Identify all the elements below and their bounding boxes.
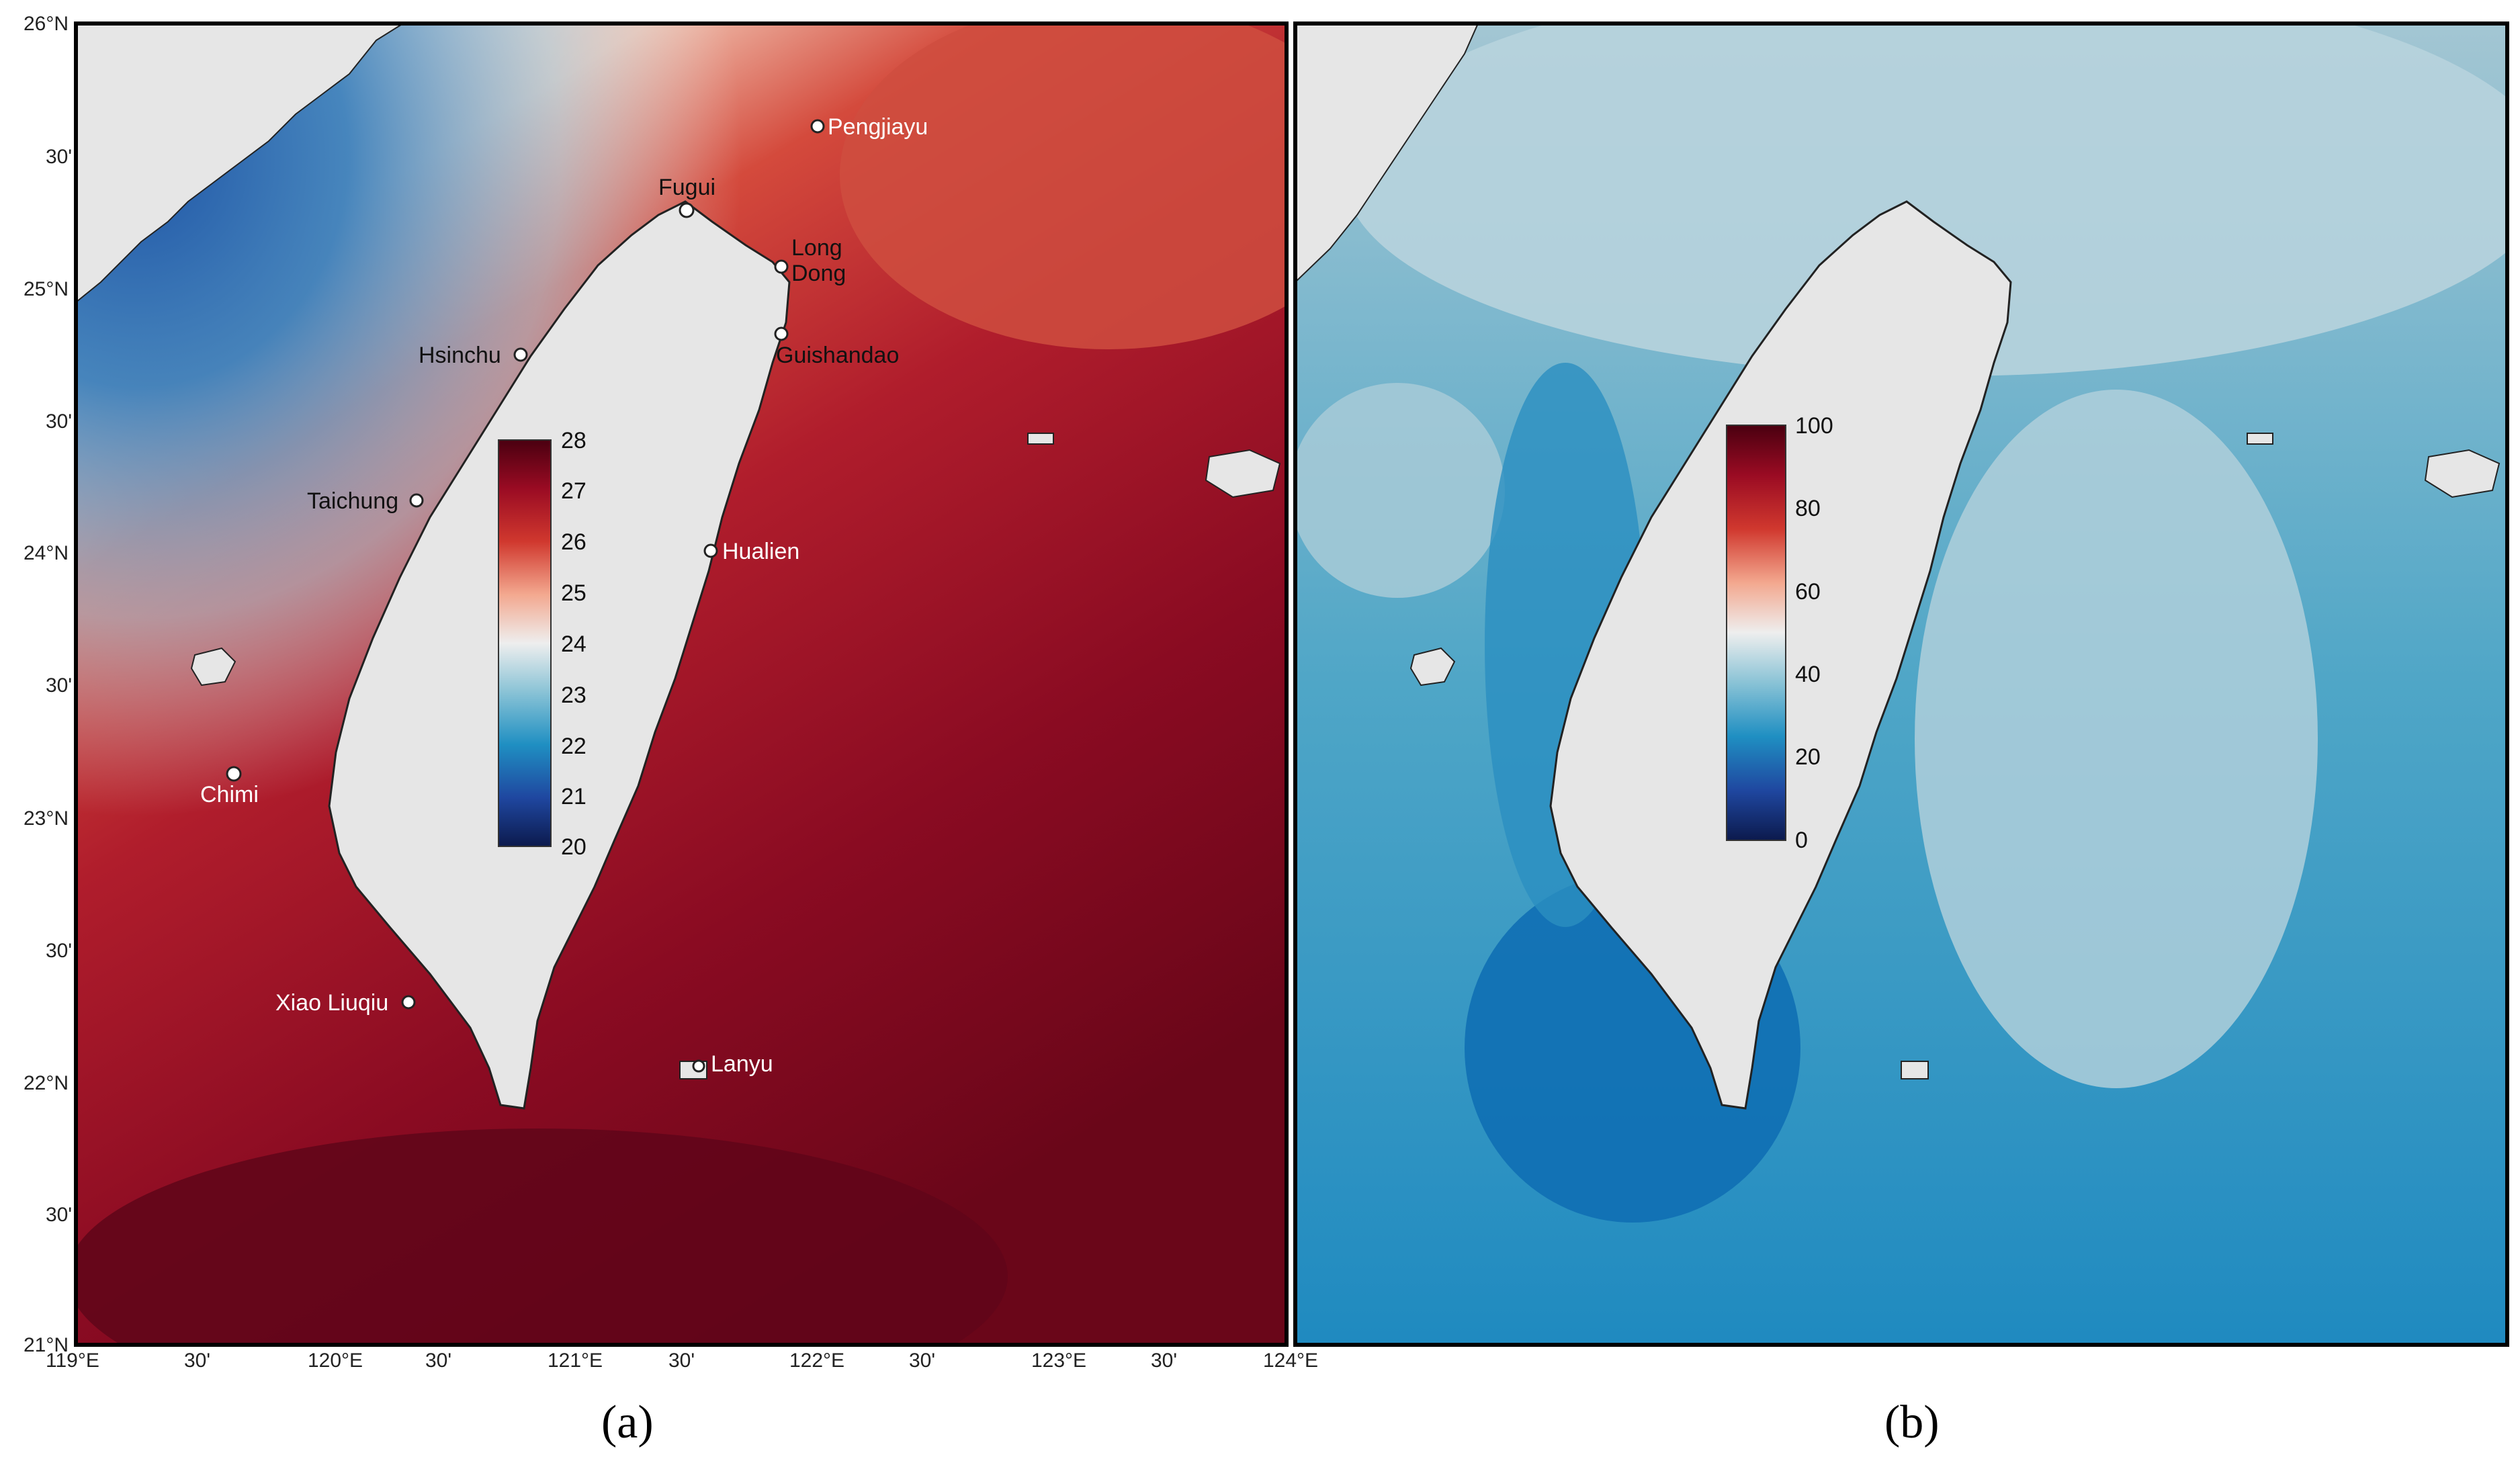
x-tick: 123°E [1031, 1350, 1086, 1372]
yonaguni-island [1205, 449, 1281, 498]
b-yonaguni-island [2424, 449, 2501, 498]
cb-a-tick: 28 [561, 428, 586, 453]
cb-a-tick: 24 [561, 631, 586, 657]
b-light-region-north [1344, 24, 2507, 376]
panel-a: 28 27 26 25 24 23 22 21 20 Pengjiayu Fug… [24, 13, 1318, 1448]
guishandao-marker [774, 326, 789, 341]
place-markers: Pengjiayu Fugui Long Dong Guishandao Hsi… [200, 114, 928, 1077]
dong-label: Dong [791, 261, 846, 286]
cb-b-tick: 60 [1795, 579, 1821, 605]
x-tick: 120°E [308, 1350, 363, 1372]
guishandao-label: Guishandao [776, 343, 899, 368]
long-dong-marker [774, 259, 789, 274]
chimi-label: Chimi [200, 782, 259, 807]
y-tick: 23°N [24, 807, 69, 830]
y-tick: 25°N [24, 278, 69, 300]
fugui-label: Fugui [658, 175, 715, 200]
cb-b-tick: 80 [1795, 496, 1821, 521]
cb-a-tick: 26 [561, 529, 586, 555]
b-small-island [2247, 433, 2273, 445]
cb-b-tick: 100 [1795, 413, 1833, 439]
x-tick: 30' [425, 1350, 451, 1372]
b-mainland-coast [1295, 24, 1479, 283]
cb-a-tick: 23 [561, 682, 586, 708]
x-axis-ticks: 119°E 30' 120°E 30' 121°E 30' 122°E 30' … [46, 1350, 1318, 1372]
mainland-coast [76, 24, 404, 304]
panel-a-frame [74, 21, 1289, 1347]
cb-b-tick: 20 [1795, 744, 1821, 770]
y-tick: 21°N [24, 1334, 69, 1356]
cb-a-tick: 27 [561, 478, 586, 504]
b-light-region-east [1915, 390, 2318, 1088]
x-tick: 30' [668, 1350, 695, 1372]
cb-a-tick: 21 [561, 784, 586, 809]
taichung-marker [409, 493, 424, 508]
panel-b-frame [1293, 21, 2509, 1347]
hualien-marker [703, 543, 718, 558]
chimi-marker [226, 766, 242, 782]
x-tick: 122°E [789, 1350, 844, 1372]
x-tick: 119°E [46, 1350, 99, 1372]
panel-b-label: (b) [1884, 1397, 1940, 1448]
penghu-islands [190, 647, 236, 687]
x-tick: 30' [184, 1350, 210, 1372]
y-tick: 30' [46, 1204, 72, 1226]
pengjiayu-label: Pengjiayu [828, 114, 928, 140]
lanyu-marker [692, 1059, 705, 1073]
y-tick: 30' [46, 674, 72, 697]
b-colorbar: 100 80 60 40 20 0 [1726, 413, 1833, 853]
y-tick: 22°N [24, 1072, 69, 1094]
taichung-label: Taichung [307, 488, 398, 514]
panel-b: 100 80 60 40 20 0 (b) [1293, 21, 2509, 1448]
xiaoliuqiu-marker [401, 995, 416, 1010]
hsinchu-marker [513, 347, 528, 362]
y-tick: 24°N [24, 542, 69, 564]
b-penghu-islands [1409, 647, 1456, 687]
small-island [1027, 433, 1054, 445]
b-light-region-west [1295, 383, 1505, 598]
pengjiayu-marker [810, 119, 825, 134]
lanyu-label: Lanyu [711, 1051, 773, 1077]
b-lanyu-island [1901, 1061, 1929, 1079]
sst-colorbar: 28 27 26 25 24 23 22 21 20 [498, 428, 586, 860]
xiaoliuqiu-label: Xiao Liuqiu [275, 990, 388, 1016]
cb-b-tick: 40 [1795, 662, 1821, 687]
x-tick: 30' [1151, 1350, 1177, 1372]
fugui-marker [679, 202, 695, 218]
warm-northeast-water [840, 24, 1287, 349]
y-tick: 30' [46, 410, 72, 433]
cb-b-tick: 0 [1795, 828, 1808, 853]
hsinchu-label: Hsinchu [419, 343, 501, 368]
long-label: Long [791, 235, 842, 261]
x-tick: 124°E [1263, 1350, 1318, 1372]
cb-a-tick: 20 [561, 834, 586, 860]
y-tick: 30' [46, 146, 72, 168]
y-tick: 30' [46, 940, 72, 962]
taiwan-island [328, 200, 791, 1110]
warm-south-water [76, 1129, 1008, 1345]
x-tick: 30' [909, 1350, 935, 1372]
y-tick: 26°N [24, 13, 69, 35]
panel-a-label: (a) [601, 1397, 654, 1448]
x-tick: 121°E [548, 1350, 603, 1372]
cb-a-tick: 22 [561, 734, 586, 759]
y-axis-ticks: 26°N 30' 25°N 30' 24°N 30' 23°N 30' 22°N… [24, 13, 72, 1356]
hualien-label: Hualien [722, 539, 799, 564]
cb-a-tick: 25 [561, 580, 586, 606]
